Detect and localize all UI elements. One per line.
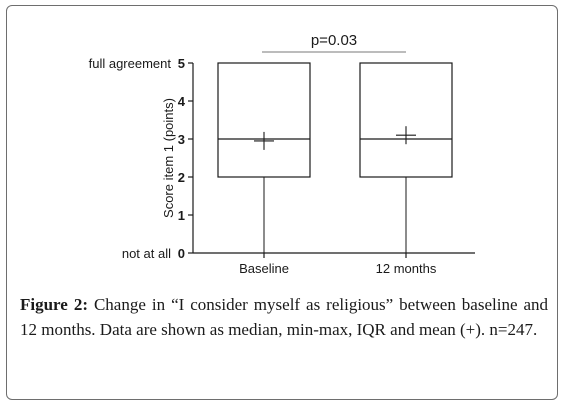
- x-tick-label: 12 months: [376, 261, 437, 276]
- y-tick-label: 1: [178, 208, 185, 223]
- y-bottom-label: not at all: [122, 246, 171, 261]
- y-tick-label: 5: [178, 56, 185, 71]
- y-tick-label: 2: [178, 170, 185, 185]
- iqr-box: [217, 62, 311, 178]
- box-1: [217, 62, 311, 254]
- figure-caption: Figure 2: Change in “I consider myself a…: [20, 292, 548, 342]
- x-axis: Baseline 12 months: [193, 252, 475, 276]
- y-tick-label: 4: [178, 94, 186, 109]
- figure-frame: [6, 5, 558, 400]
- boxplot-chart: 0 1 2 3 4 5 Baseline 12 months Score item 1 (p…: [89, 32, 475, 276]
- x-tick-label: Baseline: [239, 261, 289, 276]
- y-top-label: full agreement: [89, 56, 172, 71]
- iqr-box: [359, 62, 453, 178]
- box-2: [359, 62, 453, 254]
- y-axis: 0 1 2 3 4 5: [178, 56, 194, 261]
- boxes: [217, 62, 453, 254]
- y-axis-label: Score item 1 (points): [161, 98, 176, 218]
- caption-label: Figure 2:: [20, 295, 88, 314]
- y-tick-label: 3: [178, 132, 185, 147]
- y-tick-label: 0: [178, 246, 185, 261]
- p-value-annotation: p=0.03: [311, 32, 357, 49]
- caption-text: Change in “I consider myself as religiou…: [20, 295, 549, 339]
